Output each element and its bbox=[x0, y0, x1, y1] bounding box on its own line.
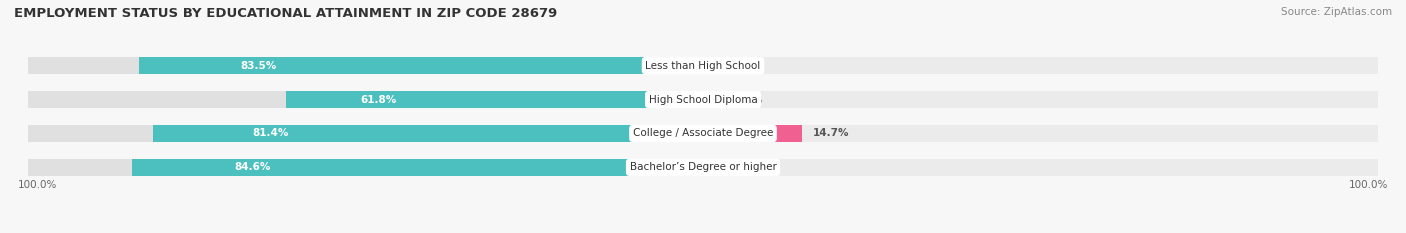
Bar bbox=[132, 158, 703, 176]
Bar bbox=[28, 125, 703, 142]
Bar bbox=[703, 158, 1378, 176]
Text: College / Associate Degree: College / Associate Degree bbox=[633, 128, 773, 138]
Bar bbox=[703, 125, 1378, 142]
Bar bbox=[28, 91, 703, 108]
Text: 100.0%: 100.0% bbox=[17, 180, 56, 190]
Text: Source: ZipAtlas.com: Source: ZipAtlas.com bbox=[1281, 7, 1392, 17]
Text: 14.7%: 14.7% bbox=[813, 128, 849, 138]
Text: 83.5%: 83.5% bbox=[240, 61, 277, 71]
Text: 2.7%: 2.7% bbox=[731, 162, 761, 172]
Bar bbox=[153, 125, 703, 142]
Bar bbox=[703, 91, 1378, 108]
Text: 0.0%: 0.0% bbox=[734, 95, 762, 105]
Text: EMPLOYMENT STATUS BY EDUCATIONAL ATTAINMENT IN ZIP CODE 28679: EMPLOYMENT STATUS BY EDUCATIONAL ATTAINM… bbox=[14, 7, 557, 20]
Text: 61.8%: 61.8% bbox=[361, 95, 396, 105]
Text: Less than High School: Less than High School bbox=[645, 61, 761, 71]
Bar bbox=[285, 91, 703, 108]
Bar bbox=[28, 57, 703, 75]
Text: 81.4%: 81.4% bbox=[252, 128, 288, 138]
Text: Bachelor’s Degree or higher: Bachelor’s Degree or higher bbox=[630, 162, 776, 172]
Text: High School Diploma: High School Diploma bbox=[648, 95, 758, 105]
Text: 84.6%: 84.6% bbox=[235, 162, 271, 172]
Text: 0.0%: 0.0% bbox=[734, 61, 762, 71]
Bar bbox=[703, 57, 1378, 75]
Text: 100.0%: 100.0% bbox=[1350, 180, 1389, 190]
Bar bbox=[703, 125, 803, 142]
Bar bbox=[28, 158, 703, 176]
Bar bbox=[703, 158, 721, 176]
Bar bbox=[139, 57, 703, 75]
